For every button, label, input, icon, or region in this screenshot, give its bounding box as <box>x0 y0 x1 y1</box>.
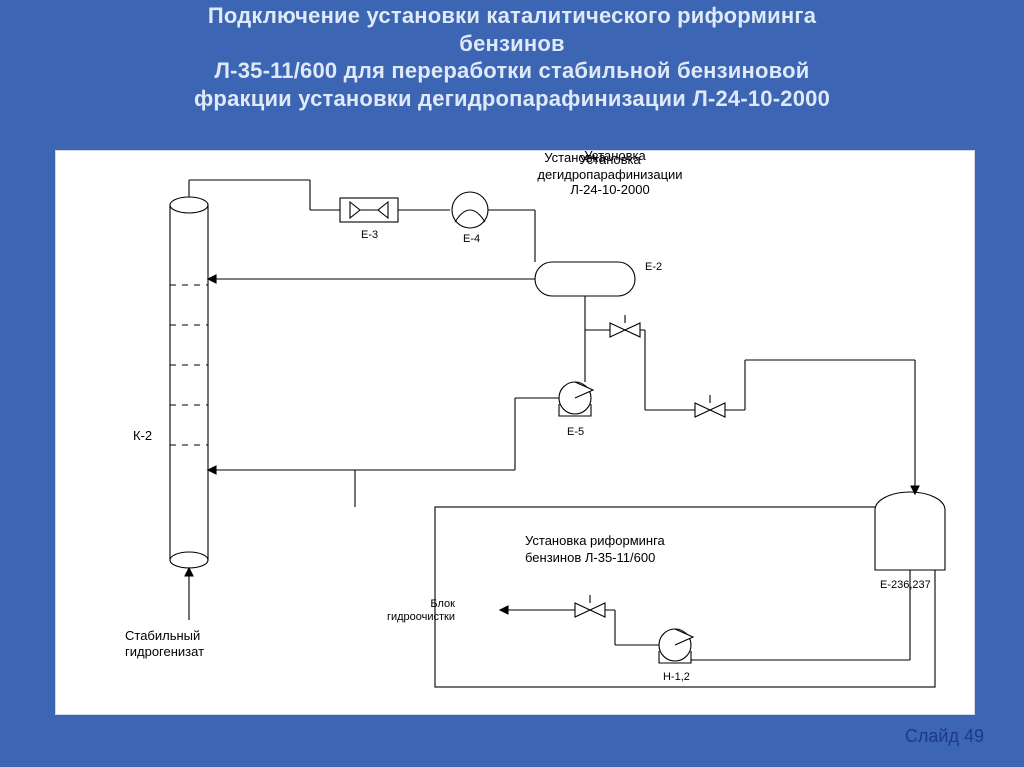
process-diagram: Е-3 Е-4 Е-2 Е-5 К-2 Стабильный гидрогени… <box>55 150 975 715</box>
title-line-1: Подключение установки каталитического ри… <box>0 2 1024 30</box>
slide: Подключение установки каталитического ри… <box>0 0 1024 767</box>
title-line-4: фракции установки дегидропарафинизации Л… <box>0 85 1024 113</box>
label-reforming-1: Установка риформинга <box>525 533 666 548</box>
label-tank: Е-236,237 <box>880 579 931 591</box>
label-e5: Е-5 <box>567 426 584 438</box>
title-line-3: Л-35-11/600 для переработки стабильной б… <box>0 57 1024 85</box>
label-e3: Е-3 <box>361 229 378 241</box>
label-hydrogenate-2: гидрогенизат <box>125 644 204 659</box>
label-hydro-1: Блок <box>430 598 455 610</box>
label-k2: К-2 <box>133 428 152 443</box>
diagram-frame: Е-3 Е-4 Е-2 Е-5 К-2 Стабильный гидрогени… <box>55 150 975 715</box>
label-pump: Н-1,2 <box>663 671 690 683</box>
label-e4: Е-4 <box>463 233 480 245</box>
label-hydrogenate-1: Стабильный <box>125 628 200 643</box>
slide-number: Слайд 49 <box>905 726 984 747</box>
deparaffin-caption: Установка дегидропарафинизации Л-24-10-2… <box>470 152 750 197</box>
slide-title: Подключение установки каталитического ри… <box>0 2 1024 112</box>
title-line-2: бензинов <box>0 30 1024 58</box>
label-reforming-2: бензинов Л-35-11/600 <box>525 550 655 565</box>
label-e2: Е-2 <box>645 261 662 273</box>
label-hydro-2: гидроочистки <box>387 611 455 623</box>
